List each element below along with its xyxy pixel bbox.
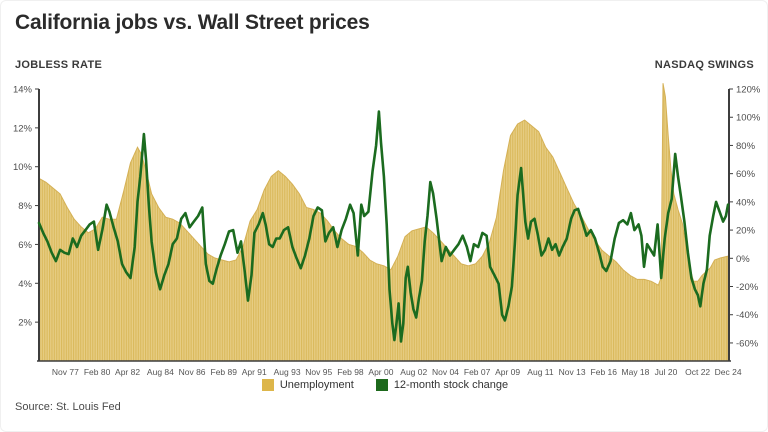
x-axis-tick-label: Nov 04 [432,367,459,377]
left-axis-tick-label: 8% [18,201,32,212]
right-axis-tick-label: 0% [736,254,750,265]
chart-legend: Unemployment 12-month stock change [1,379,767,391]
right-axis-title: NASDAQ SWINGS [654,59,754,71]
x-axis-tick-label: Feb 80 [84,367,111,377]
x-axis-tick-label: Apr 09 [495,367,520,377]
x-axis-tick-label: Nov 77 [52,367,79,377]
x-axis-tick-label: Aug 11 [527,367,554,377]
source-text: Source: St. Louis Fed [15,401,121,413]
right-axis-tick-label: 100% [736,113,761,124]
left-axis-title: JOBLESS RATE [15,59,103,71]
x-axis-tick-label: Oct 22 [685,367,710,377]
right-axis-tick-label: -20% [736,282,759,293]
x-axis-tick-label: Nov 13 [559,367,586,377]
x-axis-tick-label: Apr 82 [115,367,140,377]
left-axis-tick-label: 6% [18,240,32,251]
right-axis-tick-label: 40% [736,197,756,208]
stock-change-swatch-icon [375,379,388,391]
right-axis-tick-label: 60% [736,169,756,180]
x-axis-tick-label: Nov 95 [305,367,332,377]
x-axis-tick-label: Feb 16 [591,367,618,377]
x-axis-tick-label: May 18 [622,367,650,377]
x-axis-tick-label: Feb 89 [211,367,238,377]
unemployment-swatch-icon [261,379,274,391]
x-axis-tick-label: Aug 02 [400,367,427,377]
left-axis-tick-label: 2% [18,318,32,329]
right-axis-tick-label: 20% [736,226,756,237]
x-axis-tick-label: Aug 93 [274,367,301,377]
x-axis-tick-label: Feb 07 [464,367,491,377]
legend-label-stock-change: 12-month stock change [393,379,509,391]
chart-svg: 2% 4% 6% 8% 10% 12% 14% -60% -40% -20% 0% 20% 40% 60%… [13,83,761,377]
legend-item-unemployment: Unemployment [261,379,354,391]
x-axis-tick-label: Aug 84 [147,367,174,377]
x-axis-tick-label: Jul 20 [655,367,678,377]
left-axis-tick-label: 10% [13,162,33,173]
stock-change-line [37,110,730,343]
left-axis-tick-label: 14% [13,85,33,96]
unemployment-area [38,83,729,362]
right-axis-tick-label: -60% [736,338,759,349]
legend-item-stock-change: 12-month stock change [375,379,509,391]
x-axis-tick-label: Feb 98 [337,367,364,377]
chart-area: 2% 4% 6% 8% 10% 12% 14% -60% -40% -20% 0% 20% 40% 60%… [1,77,767,383]
right-axis-tick-label: 80% [736,141,756,152]
left-axis-tick-label: 12% [13,123,33,134]
right-axis-tick-label: -40% [736,310,759,321]
legend-label-unemployment: Unemployment [279,379,354,391]
right-axis-tick-label: 120% [736,85,761,96]
x-axis-tick-label: Dec 24 [715,367,742,377]
x-axis-tick-label: Nov 86 [179,367,206,377]
chart-title: California jobs vs. Wall Street prices [15,11,370,34]
left-axis-tick-label: 4% [18,279,32,290]
x-axis-tick-label: Apr 91 [242,367,267,377]
x-axis-tick-label: Apr 00 [368,367,393,377]
